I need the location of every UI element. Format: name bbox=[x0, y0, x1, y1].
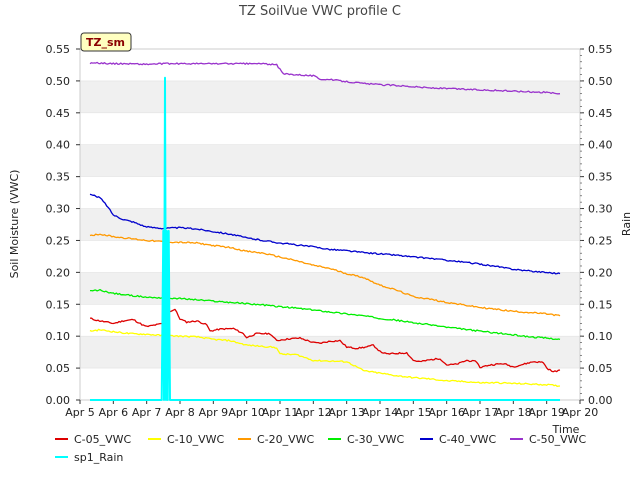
y-axis-title: Soil Moisture (VWC) bbox=[8, 170, 21, 279]
y2-tick-label: 0.50 bbox=[588, 75, 613, 88]
x-tick-label: Apr 20 bbox=[562, 406, 599, 419]
x-tick-label: Apr 8 bbox=[165, 406, 195, 419]
y-tick-label: 0.30 bbox=[46, 203, 71, 216]
grid-bands bbox=[80, 80, 580, 401]
legend-label: C-20_VWC bbox=[257, 433, 315, 446]
series-line-sp1-rain bbox=[90, 76, 560, 401]
y2-tick-label: 0.25 bbox=[588, 234, 613, 247]
legend-label: C-50_VWC bbox=[529, 433, 587, 446]
y2-tick-label: 0.10 bbox=[588, 330, 613, 343]
x-tick-label: Apr 14 bbox=[362, 406, 399, 419]
x-tick-label: Apr 16 bbox=[428, 406, 465, 419]
y-tick-label: 0.50 bbox=[46, 75, 71, 88]
y-tick-label: 0.25 bbox=[46, 234, 71, 247]
y2-tick-label: 0.30 bbox=[588, 203, 613, 216]
legend-label: C-05_VWC bbox=[74, 433, 132, 446]
y-tick-label: 0.20 bbox=[46, 266, 71, 279]
legend-label: C-10_VWC bbox=[167, 433, 225, 446]
grid-band bbox=[80, 272, 580, 305]
x-tick-label: Apr 9 bbox=[199, 406, 229, 419]
y-axis-left: 0.00 0.05 0.10 0.15 0.20 0.25 0.30 0.35 0.40 0.45… bbox=[46, 43, 80, 407]
y-tick-label: 0.45 bbox=[46, 107, 71, 120]
x-tick-label: Apr 13 bbox=[328, 406, 365, 419]
y-tick-label: 0.40 bbox=[46, 139, 71, 152]
y2-tick-label: 0.05 bbox=[588, 362, 613, 375]
y2-tick-label: 0.40 bbox=[588, 139, 613, 152]
grid-band bbox=[80, 80, 580, 113]
x-axis-title: Time bbox=[552, 423, 580, 436]
y2-tick-label: 0.15 bbox=[588, 298, 613, 311]
legend: C-05_VWC C-10_VWC C-20_VWC C-30_VWC C-40_VWC… bbox=[55, 433, 587, 464]
y2-tick-label: 0.00 bbox=[588, 394, 613, 407]
legend-label: C-40_VWC bbox=[439, 433, 497, 446]
y-tick-label: 0.10 bbox=[46, 330, 71, 343]
x-tick-label: Apr 17 bbox=[462, 406, 499, 419]
y-axis-right: 0.00 0.05 0.10 0.15 0.20 0.25 0.30 0.35 0.40 0.45… bbox=[580, 43, 613, 407]
y-tick-label: 0.55 bbox=[46, 43, 71, 56]
grid-band bbox=[80, 144, 580, 177]
y2-tick-label: 0.45 bbox=[588, 107, 613, 120]
x-tick-label: Apr 10 bbox=[228, 406, 265, 419]
x-tick-label: Apr 11 bbox=[262, 406, 299, 419]
x-tick-label: Apr 15 bbox=[395, 406, 432, 419]
legend-label: C-30_VWC bbox=[347, 433, 405, 446]
y-tick-label: 0.35 bbox=[46, 171, 71, 184]
y2-tick-label: 0.55 bbox=[588, 43, 613, 56]
x-tick-label: Apr 18 bbox=[495, 406, 532, 419]
x-tick-label: Apr 5 bbox=[65, 406, 95, 419]
y-tick-label: 0.15 bbox=[46, 298, 71, 311]
series-lines bbox=[89, 61, 561, 401]
badge-label: TZ_sm bbox=[86, 36, 125, 49]
series-line-c-50-vwc bbox=[89, 61, 561, 95]
y2-tick-label: 0.35 bbox=[588, 171, 613, 184]
series-line-c-40-vwc bbox=[89, 193, 561, 275]
x-tick-label: Apr 6 bbox=[99, 406, 129, 419]
tz-sm-badge: TZ_sm bbox=[80, 32, 132, 52]
chart-title: TZ SoilVue VWC profile C bbox=[238, 4, 401, 19]
x-tick-label: Apr 19 bbox=[528, 406, 565, 419]
x-tick-label: Apr 7 bbox=[132, 406, 162, 419]
badge-box bbox=[80, 32, 132, 52]
y2-tick-label: 0.20 bbox=[588, 266, 613, 279]
legend-label: sp1_Rain bbox=[74, 451, 123, 464]
x-tick-label: Apr 12 bbox=[295, 406, 332, 419]
grid-band bbox=[80, 208, 580, 241]
y-tick-label: 0.00 bbox=[46, 394, 71, 407]
y-tick-label: 0.05 bbox=[46, 362, 71, 375]
y2-axis-title: Rain bbox=[620, 212, 633, 236]
